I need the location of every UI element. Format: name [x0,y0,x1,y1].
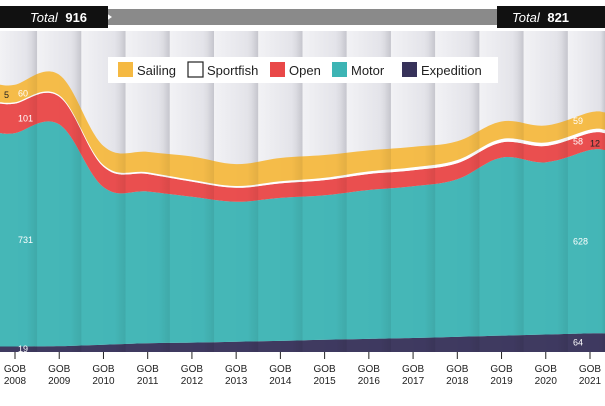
x-tick-prefix-2013: GOB [225,364,248,375]
year-shade-2015 [335,31,347,352]
legend-label-sportfish: Sportfish [207,63,258,78]
x-tick-prefix-2019: GOB [490,364,513,375]
end-label-sportfish: 12 [590,138,600,148]
year-shade-2012 [202,31,215,352]
total-start-box [0,6,108,28]
x-tick-prefix-2014: GOB [269,364,292,375]
legend-label-sailing: Sailing [137,63,176,78]
year-shade-2010 [114,31,126,352]
end-label-sailing: 59 [573,116,583,126]
x-tick-prefix-2012: GOB [181,364,204,375]
total-start-label: Total 916 [30,10,87,25]
year-shade-2021 [601,31,605,352]
x-tick-label-2018: 2018 [446,376,469,387]
x-tick-prefix-2010: GOB [92,364,115,375]
x-tick-label-2010: 2010 [92,376,115,387]
area-sportfish [0,91,605,188]
end-label-open: 58 [573,137,583,147]
legend-background [108,57,498,83]
x-tick-prefix-2011: GOB [137,364,160,375]
legend-swatch-expedition [402,62,417,77]
legend-swatch-sportfish [187,61,204,78]
legend-swatch-sailing [118,62,133,77]
x-tick-label-2013: 2013 [225,376,248,387]
x-tick-label-2014: 2014 [269,376,292,387]
legend-label-expedition: Expedition [421,63,482,78]
x-tick-prefix-2020: GOB [535,364,558,375]
start-label-motor: 731 [18,235,33,245]
area-open [0,92,605,202]
end-label-motor: 628 [573,237,588,247]
x-tick-label-2019: 2019 [490,376,513,387]
year-shade-2014 [291,31,303,352]
x-tick-prefix-2021: GOB [579,364,602,375]
year-shade-2013 [247,31,259,352]
x-tick-prefix-2017: GOB [402,364,425,375]
year-shade-2016 [379,31,391,352]
totals-arrow [100,9,517,25]
total-end-box [497,6,605,28]
x-tick-prefix-2015: GOB [313,364,336,375]
year-shade-2011 [158,31,170,352]
x-tick-prefix-2009: GOB [48,364,71,375]
start-label-expedition: 19 [18,344,28,354]
x-tick-label-2011: 2011 [137,376,159,387]
x-tick-label-2015: 2015 [313,376,336,387]
year-shade-2008 [26,31,38,352]
x-tick-label-2008: 2008 [4,376,27,387]
end-label-expedition: 64 [573,338,583,348]
x-tick-label-2009: 2009 [48,376,71,387]
start-label-open: 101 [18,113,33,123]
totals-bar: Total 916 Total 821 [0,3,605,31]
legend-swatch-open [270,62,285,77]
year-shade-2017 [424,31,436,352]
legend-label-motor: Motor [351,63,385,78]
x-axis: GOB2008GOB2009GOB2010GOB2011GOB2012GOB20… [4,352,602,387]
start-label-sportfish: 5 [4,90,9,100]
x-tick-label-2021: 2021 [579,376,602,387]
year-shade-2019 [512,31,524,352]
value-labels: 19 64 731 628 101 58 5 12 60 59 [4,88,600,354]
legend-swatch-motor [332,62,347,77]
legend: Sailing Sportfish Open Motor Expedition [108,57,498,83]
x-tick-prefix-2018: GOB [446,364,469,375]
area-sailing [0,71,605,186]
x-tick-prefix-2016: GOB [358,364,381,375]
legend-label-open: Open [289,63,321,78]
area-series-group [0,31,605,352]
x-tick-label-2020: 2020 [535,376,558,387]
x-tick-prefix-2008: GOB [4,364,27,375]
year-shade-2018 [468,31,480,352]
x-tick-label-2017: 2017 [402,376,425,387]
year-shade-2020 [556,31,568,352]
x-tick-label-2016: 2016 [358,376,381,387]
year-shade-2009 [70,31,82,352]
total-end-label: Total 821 [512,10,569,25]
start-label-sailing: 60 [18,88,28,98]
x-tick-label-2012: 2012 [181,376,204,387]
